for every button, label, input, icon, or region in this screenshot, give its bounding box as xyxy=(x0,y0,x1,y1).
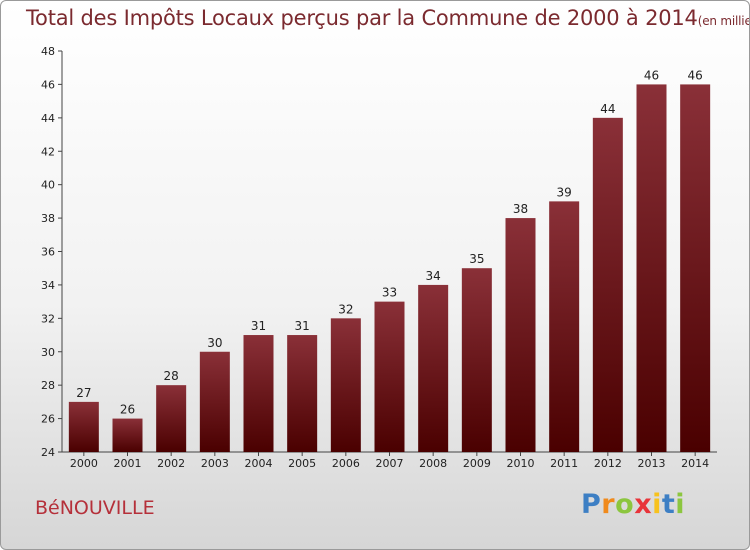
brand-letter: i xyxy=(675,489,686,520)
chart-title-unit: (en milliers d'€) xyxy=(697,14,749,28)
brand-letter: r xyxy=(601,489,616,520)
y-tick-label: 42 xyxy=(41,145,55,158)
y-tick-label: 28 xyxy=(41,379,55,392)
data-label: 35 xyxy=(469,252,484,266)
x-tick-label: 2013 xyxy=(638,457,666,470)
data-label: 46 xyxy=(644,68,659,82)
chart-title: Total des Impôts Locaux perçus par la Co… xyxy=(26,6,749,30)
x-tick-label: 2002 xyxy=(157,457,185,470)
y-tick-label: 44 xyxy=(41,112,55,125)
y-tick-label: 26 xyxy=(41,413,55,426)
bar xyxy=(243,335,274,452)
brand-letter: x xyxy=(634,489,653,520)
y-tick-label: 30 xyxy=(41,346,55,359)
bar xyxy=(549,201,580,452)
x-tick-label: 2009 xyxy=(463,457,491,470)
y-tick-label: 32 xyxy=(41,312,55,325)
y-tick-label: 38 xyxy=(41,212,55,225)
data-label: 27 xyxy=(76,386,91,400)
x-tick-label: 2012 xyxy=(594,457,622,470)
data-label: 34 xyxy=(426,269,441,283)
data-label: 30 xyxy=(207,336,222,350)
data-label: 31 xyxy=(251,319,266,333)
x-tick-label: 2004 xyxy=(245,457,273,470)
bar xyxy=(636,84,667,453)
x-tick-label: 2014 xyxy=(681,457,709,470)
data-label: 32 xyxy=(338,302,353,316)
y-tick-label: 40 xyxy=(41,179,55,192)
x-tick-label: 2008 xyxy=(419,457,447,470)
bar xyxy=(505,218,536,452)
y-tick-label: 36 xyxy=(41,246,55,259)
bar xyxy=(287,335,318,452)
bar xyxy=(156,385,187,452)
data-label: 26 xyxy=(120,403,135,417)
data-label: 31 xyxy=(295,319,310,333)
y-tick-label: 46 xyxy=(41,78,55,91)
y-tick-label: 48 xyxy=(41,45,55,58)
x-tick-label: 2000 xyxy=(70,457,98,470)
x-tick-label: 2005 xyxy=(288,457,316,470)
brand-logo: Proxiti xyxy=(581,489,685,520)
bar xyxy=(112,418,143,452)
brand-letter: t xyxy=(661,489,676,520)
data-label: 39 xyxy=(557,185,572,199)
bar xyxy=(199,351,230,452)
brand-letter: o xyxy=(615,489,635,520)
x-tick-label: 2007 xyxy=(376,457,404,470)
bar xyxy=(461,268,492,452)
brand-letter: i xyxy=(652,489,662,520)
bar xyxy=(330,318,361,452)
bar xyxy=(68,401,99,452)
data-label: 46 xyxy=(688,68,703,82)
y-tick-label: 34 xyxy=(41,279,55,292)
x-tick-label: 2003 xyxy=(201,457,229,470)
bar xyxy=(592,117,623,452)
x-tick-label: 2001 xyxy=(114,457,142,470)
bar xyxy=(680,84,711,453)
bar xyxy=(374,301,405,452)
chart-title-text: Total des Impôts Locaux perçus par la Co… xyxy=(26,6,698,30)
data-label: 44 xyxy=(600,102,615,116)
x-tick-label: 2006 xyxy=(332,457,360,470)
data-label: 28 xyxy=(164,369,179,383)
y-tick-label: 24 xyxy=(41,446,55,459)
x-tick-label: 2011 xyxy=(550,457,578,470)
x-tick-label: 2010 xyxy=(507,457,535,470)
brand-letter: P xyxy=(581,489,602,520)
data-label: 38 xyxy=(513,202,528,216)
commune-name: BéNOUVILLE xyxy=(35,497,155,519)
data-label: 33 xyxy=(382,286,397,300)
bar xyxy=(418,284,449,452)
